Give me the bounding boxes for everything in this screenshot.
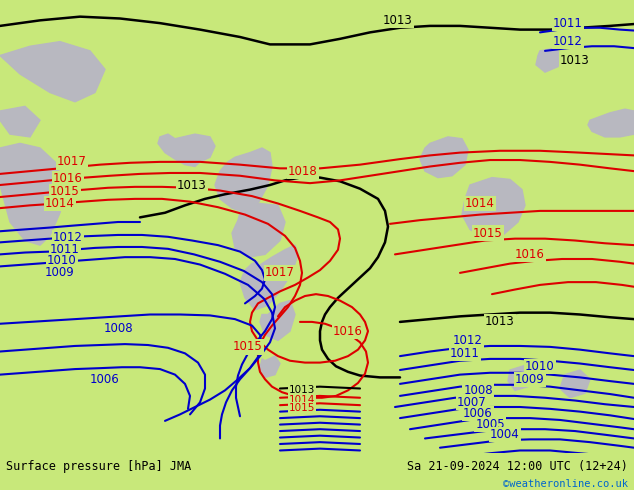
Polygon shape <box>536 48 562 72</box>
Text: 1014: 1014 <box>289 394 315 405</box>
Text: 1005: 1005 <box>476 418 505 431</box>
Text: 1014: 1014 <box>45 197 75 210</box>
Text: 1013: 1013 <box>485 316 515 328</box>
Text: Surface pressure [hPa] JMA: Surface pressure [hPa] JMA <box>6 460 191 473</box>
Text: 1011: 1011 <box>50 243 80 256</box>
Text: 1004: 1004 <box>490 428 520 441</box>
Text: 1017: 1017 <box>265 267 295 279</box>
Text: 1017: 1017 <box>57 155 87 169</box>
Text: 1013: 1013 <box>289 385 315 395</box>
Polygon shape <box>588 109 634 137</box>
Text: 1008: 1008 <box>103 322 133 335</box>
Text: 1007: 1007 <box>457 396 487 409</box>
Text: 1008: 1008 <box>463 384 493 397</box>
Text: 1010: 1010 <box>525 360 555 373</box>
Polygon shape <box>0 106 40 137</box>
Text: 1016: 1016 <box>333 325 363 338</box>
Polygon shape <box>232 203 285 257</box>
Polygon shape <box>0 42 105 102</box>
Polygon shape <box>260 356 280 377</box>
Text: 1016: 1016 <box>515 248 545 261</box>
Text: 1006: 1006 <box>463 407 493 420</box>
Text: 1015: 1015 <box>289 403 315 413</box>
Text: 1013: 1013 <box>383 14 413 27</box>
Polygon shape <box>215 148 272 213</box>
Text: 1016: 1016 <box>53 172 83 185</box>
Text: 1011: 1011 <box>450 347 480 360</box>
Text: 1015: 1015 <box>473 226 503 240</box>
Text: 1009: 1009 <box>515 373 545 386</box>
Text: Sa 21-09-2024 12:00 UTC (12+24): Sa 21-09-2024 12:00 UTC (12+24) <box>407 460 628 473</box>
Text: 1012: 1012 <box>553 35 583 48</box>
Polygon shape <box>0 144 65 245</box>
Polygon shape <box>462 177 525 239</box>
Text: 1012: 1012 <box>453 334 483 347</box>
Text: 1009: 1009 <box>45 267 75 279</box>
Text: 1006: 1006 <box>90 373 120 386</box>
Polygon shape <box>240 245 298 310</box>
Polygon shape <box>260 301 295 341</box>
Polygon shape <box>158 134 215 167</box>
Text: 1018: 1018 <box>288 165 318 178</box>
Text: 1013: 1013 <box>560 53 590 67</box>
Polygon shape <box>508 366 532 391</box>
Text: 1015: 1015 <box>233 341 263 353</box>
Polygon shape <box>560 370 590 398</box>
Text: 1012: 1012 <box>53 231 83 244</box>
Text: 1013: 1013 <box>177 178 207 192</box>
Polygon shape <box>420 137 468 177</box>
Text: ©weatheronline.co.uk: ©weatheronline.co.uk <box>503 480 628 490</box>
Text: 1011: 1011 <box>553 17 583 29</box>
Text: 1014: 1014 <box>465 197 495 210</box>
Text: 1015: 1015 <box>50 185 80 198</box>
Text: 1010: 1010 <box>47 254 77 268</box>
